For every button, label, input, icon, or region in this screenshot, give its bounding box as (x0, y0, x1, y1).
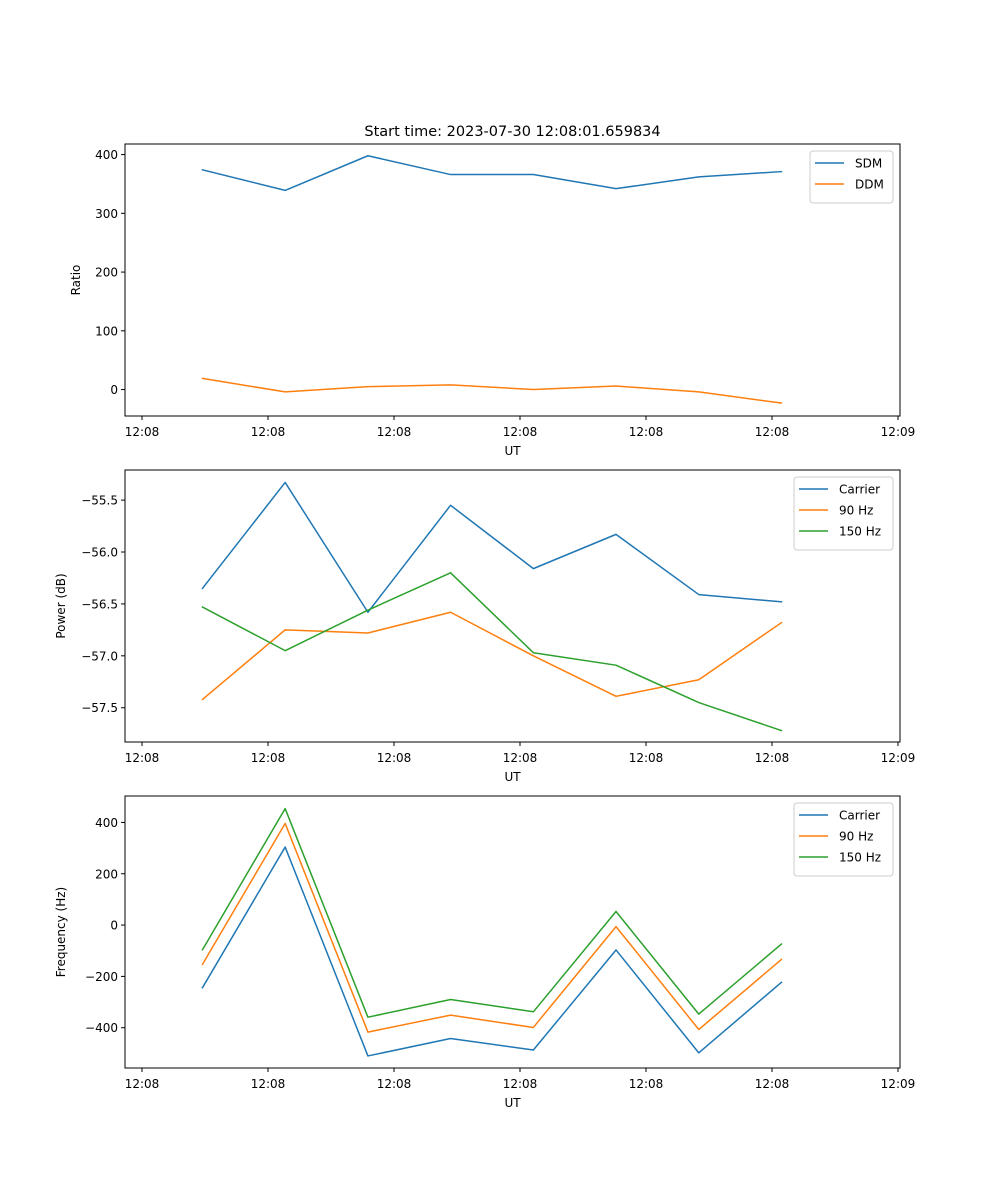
x-tick-label: 12:08 (251, 1077, 286, 1091)
x-tick-label: 12:08 (251, 751, 286, 765)
x-tick-label: 12:08 (629, 751, 664, 765)
legend-item: Carrier (799, 809, 880, 823)
x-axis-label: UT (504, 444, 521, 458)
x-tick-label: 12:08 (377, 751, 412, 765)
legend-label: 150 Hz (839, 525, 881, 539)
y-tick-label: 400 (95, 148, 118, 162)
legend: Carrier 90 Hz 150 Hz (793, 476, 894, 551)
y-tick-label: −56.0 (81, 546, 118, 560)
axes-power: 12:08 12:08 12:08 12:08 12:08 12:08 12:09 UT −55… (54, 469, 916, 784)
x-tick-label: 12:08 (629, 1077, 664, 1091)
series-line-150-hz (201, 807, 783, 1018)
legend-item: 150 Hz (799, 851, 881, 865)
legend-item: Carrier (799, 483, 880, 497)
y-tick-label: −400 (85, 1021, 118, 1035)
series-line-sdm (201, 155, 783, 192)
x-tick-label: 12:08 (125, 1077, 160, 1091)
y-tick-label: −200 (85, 970, 118, 984)
series-line-90-hz (201, 822, 783, 1033)
legend-label: 90 Hz (839, 504, 873, 518)
x-tick-label: 12:08 (503, 425, 538, 439)
y-tick-label: 200 (95, 867, 118, 881)
x-tick-label: 12:09 (881, 751, 916, 765)
series-line-150-hz (201, 572, 783, 732)
x-tick-label: 12:08 (251, 425, 286, 439)
legend-item: SDM (815, 157, 882, 171)
x-axis-label: UT (504, 770, 521, 784)
y-tick-label: 0 (110, 383, 118, 397)
x-tick-label: 12:08 (503, 1077, 538, 1091)
legend-item: DDM (815, 178, 884, 192)
series-line-carrier (201, 846, 783, 1057)
legend-label: 90 Hz (839, 830, 873, 844)
x-tick-label: 12:08 (755, 1077, 790, 1091)
series-line-carrier (201, 481, 783, 613)
legend-label: DDM (855, 178, 884, 192)
legend: SDM DDM (809, 150, 894, 204)
x-axis-label: UT (504, 1096, 521, 1110)
chart-title: Start time: 2023-07-30 12:08:01.659834 (364, 124, 660, 140)
x-tick-label: 12:08 (377, 425, 412, 439)
legend: Carrier 90 Hz 150 Hz (793, 802, 894, 877)
axes-frame (124, 143, 901, 417)
legend-label: SDM (855, 157, 882, 171)
legend-item: 90 Hz (799, 504, 873, 518)
x-tick-label: 12:09 (881, 1077, 916, 1091)
legend-item: 90 Hz (799, 830, 873, 844)
x-tick-label: 12:08 (377, 1077, 412, 1091)
x-tick-label: 12:08 (125, 751, 160, 765)
series-line-90-hz (201, 611, 783, 701)
y-axis-label: Power (dB) (54, 573, 68, 638)
legend-item: 150 Hz (799, 525, 881, 539)
y-axis-label: Frequency (Hz) (54, 887, 68, 978)
axes-frame (124, 795, 901, 1069)
y-tick-label: −57.5 (81, 701, 118, 715)
legend-label: Carrier (839, 483, 880, 497)
legend-label: Carrier (839, 809, 880, 823)
y-tick-label: −56.5 (81, 597, 118, 611)
axes-frequency: 12:08 12:08 12:08 12:08 12:08 12:08 12:09 UT 400… (54, 795, 916, 1110)
y-axis-label: Ratio (69, 265, 83, 296)
x-tick-label: 12:08 (755, 425, 790, 439)
x-tick-label: 12:08 (125, 425, 160, 439)
y-tick-label: 300 (95, 207, 118, 221)
y-tick-label: 100 (95, 324, 118, 338)
y-tick-label: 0 (110, 919, 118, 933)
legend-frame (809, 150, 894, 204)
legend-label: 150 Hz (839, 851, 881, 865)
series-line-ddm (201, 377, 783, 404)
y-tick-label: 200 (95, 266, 118, 280)
x-tick-label: 12:08 (629, 425, 664, 439)
y-tick-label: −57.0 (81, 649, 118, 663)
y-tick-label: −55.5 (81, 494, 118, 508)
x-tick-label: 12:08 (755, 751, 790, 765)
axes-ratio: 12:08 12:08 12:08 12:08 12:08 12:08 12:09 UT 0 10… (69, 143, 916, 458)
y-tick-label: 400 (95, 816, 118, 830)
axes-frame (124, 469, 901, 743)
x-tick-label: 12:08 (503, 751, 538, 765)
x-tick-label: 12:09 (881, 425, 916, 439)
